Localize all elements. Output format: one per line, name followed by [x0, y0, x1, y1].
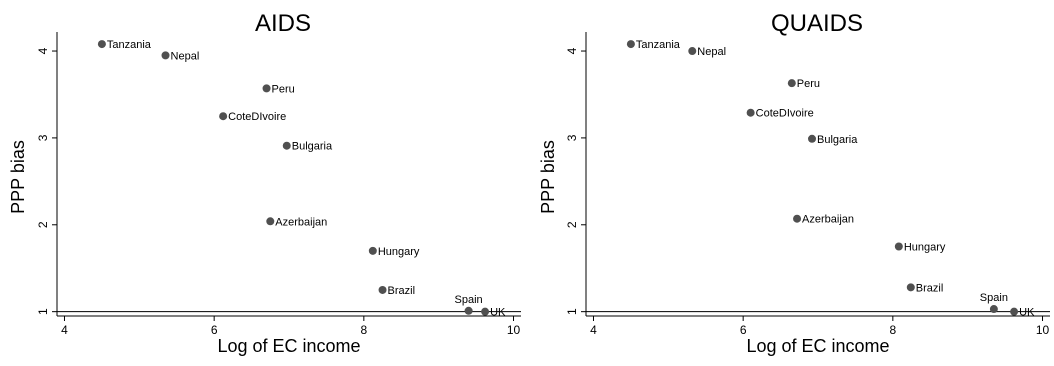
aids-point-label-tanzania: Tanzania [107, 39, 152, 51]
quaids-point-label-uk: UK [1019, 307, 1035, 319]
aids-point-cotedivoire [219, 112, 228, 121]
quaids-point-tanzania [626, 40, 635, 49]
quaids-x-axis-label: Log of EC income [746, 336, 889, 356]
aids-y-tick-label: 3 [36, 134, 50, 141]
quaids-y-axis-label: PPP bias [538, 140, 558, 214]
aids-y-tick-label: 1 [36, 308, 50, 315]
quaids-point-label-nepal: Nepal [697, 46, 726, 58]
quaids-point-nepal [688, 47, 697, 56]
aids-point-bulgaria [282, 141, 291, 150]
quaids-point-azerbaijan [793, 214, 802, 223]
quaids-y-tick-label: 4 [565, 47, 579, 54]
quaids-y-tick-label: 3 [565, 134, 579, 141]
quaids-point-label-cotedivoire: CoteDIvoire [756, 108, 814, 120]
aids-point-label-hungary: Hungary [378, 246, 420, 258]
aids-x-tick-label: 6 [211, 323, 218, 337]
aids-point-brazil [378, 285, 387, 294]
aids-y-tick-label: 4 [36, 47, 50, 54]
aids-point-uk [481, 307, 490, 316]
aids-point-nepal [161, 51, 170, 60]
quaids-point-peru [787, 79, 796, 88]
quaids-point-spain [989, 305, 998, 314]
aids-chart-title: AIDS [255, 10, 311, 37]
aids-y-tick-label: 2 [36, 221, 50, 228]
quaids-x-tick-label: 8 [889, 323, 896, 337]
quaids-point-label-peru: Peru [797, 78, 820, 90]
quaids-x-tick-label: 4 [590, 323, 597, 337]
quaids-point-brazil [906, 283, 915, 292]
aids-point-label-uk: UK [490, 307, 506, 319]
aids-point-label-azerbaijan: Azerbaijan [275, 216, 327, 228]
quaids-point-uk [1010, 307, 1019, 316]
quaids-x-tick-label: 10 [1036, 323, 1050, 337]
aids-point-peru [262, 84, 271, 93]
quaids-x-tick-label: 6 [740, 323, 747, 337]
aids-x-tick-label: 4 [61, 323, 68, 337]
quaids-y-tick-label: 2 [565, 221, 579, 228]
quaids-point-label-tanzania: Tanzania [636, 39, 681, 51]
aids-point-hungary [368, 246, 377, 255]
aids-point-label-nepal: Nepal [171, 50, 200, 62]
aids-x-tick-label: 10 [507, 323, 521, 337]
aids-point-spain [464, 306, 473, 315]
quaids-point-label-azerbaijan: Azerbaijan [802, 214, 854, 226]
quaids-y-tick-label: 1 [565, 308, 579, 315]
aids-point-label-peru: Peru [272, 83, 295, 95]
quaids-point-bulgaria [808, 134, 817, 143]
aids-point-label-cotedivoire: CoteDIvoire [228, 111, 286, 123]
aids-x-tick-label: 8 [360, 323, 367, 337]
quaids-point-label-hungary: Hungary [904, 242, 946, 254]
quaids-point-hungary [894, 242, 903, 251]
quaids-point-cotedivoire [746, 108, 755, 117]
aids-point-tanzania [97, 40, 106, 49]
aids-point-azerbaijan [266, 217, 275, 226]
quaids-chart-title: QUAIDS [771, 10, 863, 37]
aids-point-label-spain: Spain [455, 294, 483, 306]
quaids-point-label-brazil: Brazil [916, 282, 944, 294]
aids-x-axis-label: Log of EC income [217, 336, 360, 356]
aids-point-label-bulgaria: Bulgaria [292, 141, 333, 153]
aids-y-axis-label: PPP bias [8, 140, 28, 214]
quaids-point-label-spain: Spain [980, 292, 1008, 304]
quaids-point-label-bulgaria: Bulgaria [817, 134, 858, 146]
aids-point-label-brazil: Brazil [388, 285, 416, 297]
